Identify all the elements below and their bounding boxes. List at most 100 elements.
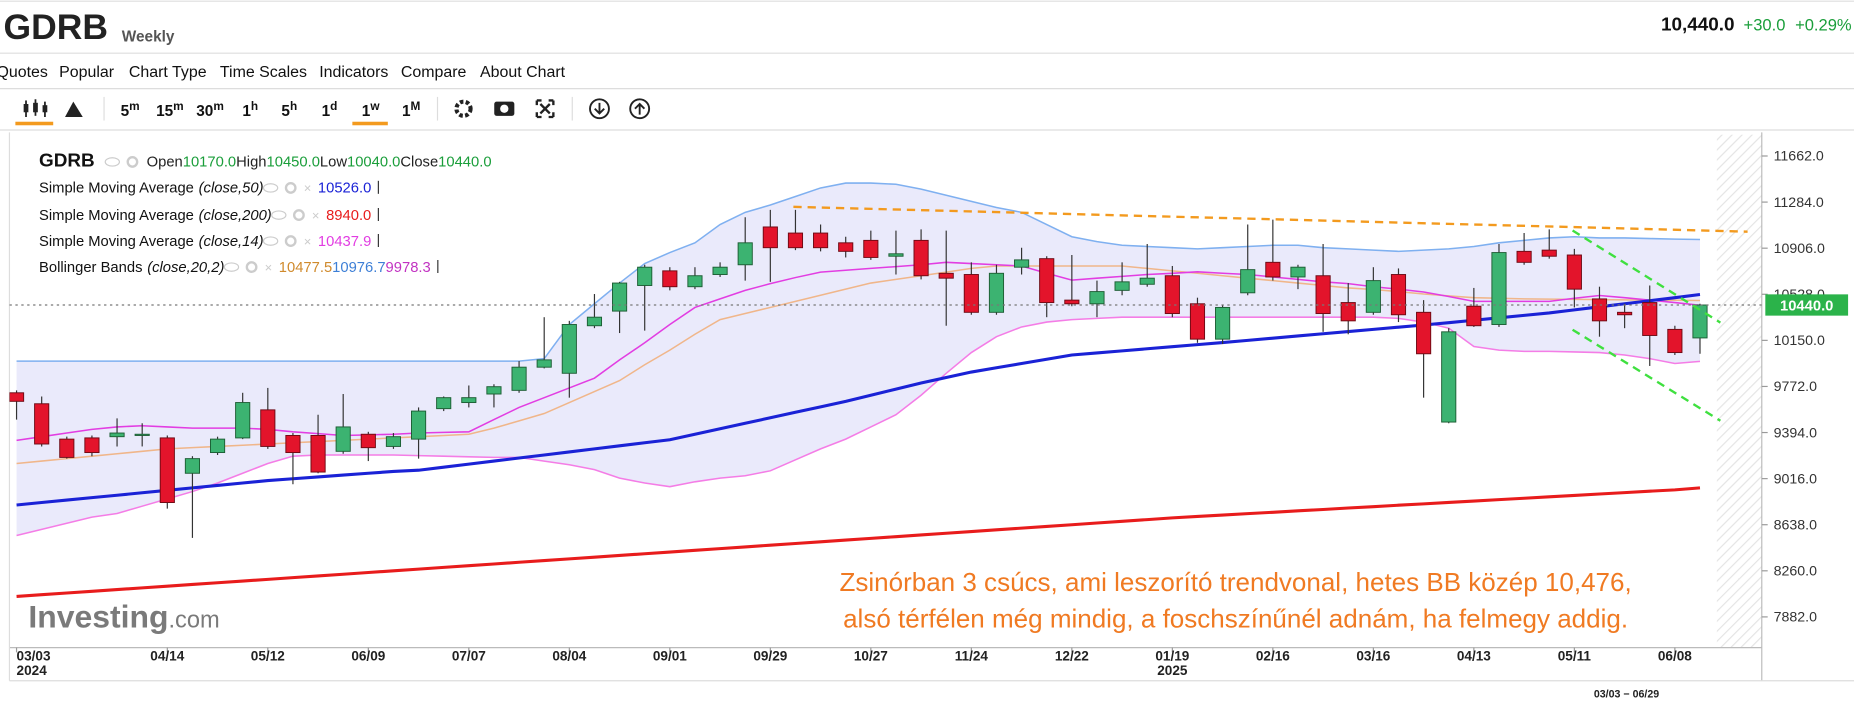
y-tick-label: 9016.0 [1774,471,1817,487]
candle-body [1566,254,1582,290]
y-tick-label: 7882.0 [1774,610,1817,626]
candle-body [1215,306,1231,340]
plot-area [9,182,1762,598]
icon [594,102,605,115]
candles-button[interactable] [15,99,54,126]
candle-body [612,282,628,312]
candle-body [938,272,954,279]
candle-body [1039,258,1055,304]
indicator-name: Bollinger Bands [39,260,142,276]
download-button[interactable] [589,98,610,120]
series-line [16,182,1701,362]
candle-body [536,359,552,368]
ohlc-legend: GDRB [39,151,95,172]
x-tick-label: 09/29 [753,649,787,664]
interval: Weekly [122,28,175,45]
candle-body [1416,311,1432,355]
indicator-legend: Simple Moving Average (close,200) [39,208,272,224]
x-year-label: 2024 [17,663,48,678]
indicator-params: (close,14) [199,234,264,250]
interval-button[interactable]: 1d [322,99,338,120]
settings-button[interactable] [454,99,473,118]
y-tick-label: 9394.0 [1774,425,1817,441]
trendline [793,205,1748,233]
ohlc-legend: Open10170.0High10450.0Low10040.0Close104… [147,155,492,171]
indicator-value: 10437.9 [318,234,371,250]
annotation: Zsinórban 3 csúcs, ami leszorító trendvo… [840,567,1632,597]
range-label: 03/03 − 06/29 [1594,688,1659,700]
menu-item[interactable]: Chart Type [129,64,207,81]
candle-body [385,436,402,447]
candle-body [184,458,201,474]
interval-button[interactable]: 30m [196,99,224,120]
indicator-values: 10477.510976.79978.3 [279,260,431,276]
trendline [1571,229,1722,324]
overlay [793,205,1748,422]
indicator-value: 10526.0 [318,181,371,197]
interval-button[interactable]: 1M [402,99,421,120]
candle-body [209,438,226,454]
ohlc-name: Close [400,155,438,171]
candle-body [310,434,326,473]
menu-item[interactable]: Quotes [0,64,48,81]
candle-body [838,242,854,252]
candle-body [1290,266,1306,278]
x-tick-label: 05/12 [251,649,285,664]
interval-button[interactable]: 5h [281,99,297,120]
icon-close: × [304,234,312,249]
candle-body [1315,275,1331,315]
y-tick-label: 11284.0 [1774,195,1824,211]
x-tick-label: 01/19 [1155,649,1189,664]
indicator-value: 8940.0 [326,208,371,224]
upload-button[interactable] [629,98,651,120]
menu-item[interactable]: Popular [59,64,115,81]
candle-body [335,426,351,452]
indicator-values: 10526.0 [318,181,371,197]
ohlc-value: 10440.0 [438,155,491,171]
candle-body [9,392,25,402]
indicator-legend: Simple Moving Average (close,50) [39,181,264,197]
candle-body [561,324,577,374]
candle-body [1240,269,1256,294]
x-tick-label: 03/03 [17,649,51,664]
interval-button[interactable]: 15m [156,99,184,120]
menu-item[interactable]: Compare [401,64,467,81]
series-line [16,486,1701,598]
indicator-values: 8940.0 [326,208,371,224]
last-price-tag [1765,294,1849,316]
candle-body [1139,277,1155,285]
x-tick-label: 03/16 [1356,649,1390,664]
visibility-icon [271,210,287,220]
visibility-icon [223,262,240,272]
candle-body [235,402,251,439]
candle-body [159,437,175,504]
menu-item[interactable]: About Chart [480,64,566,81]
annotation: alsó térfélen még mindig, a foschszínűné… [843,604,1628,634]
interval-button[interactable]: 1w [362,99,381,120]
symbol: GDRB [4,7,108,47]
interval-button[interactable]: 1h [242,99,258,120]
area-button[interactable] [65,101,83,117]
ohlc-name: High [236,155,266,171]
candle-body [34,403,50,445]
icon [23,104,29,113]
menu-item[interactable]: Time Scales [220,64,307,81]
candle-body [461,397,477,404]
candle-body [888,253,904,257]
candle-body [84,437,100,454]
icon [42,105,48,113]
candle-body [1591,298,1608,322]
candle-body [1064,299,1080,305]
candle-body [813,232,829,249]
menu-item[interactable]: Indicators [319,64,388,81]
candle-body [712,266,728,275]
candle-body [1692,304,1708,339]
candle-body [134,433,150,436]
indicator-params: (close,200) [199,208,272,224]
indicator-value: 10976.7 [332,260,385,276]
candle-body [1114,281,1130,291]
fullscreen-button[interactable] [535,99,555,119]
candle-body [787,232,804,249]
interval-button[interactable]: 5m [121,99,140,120]
